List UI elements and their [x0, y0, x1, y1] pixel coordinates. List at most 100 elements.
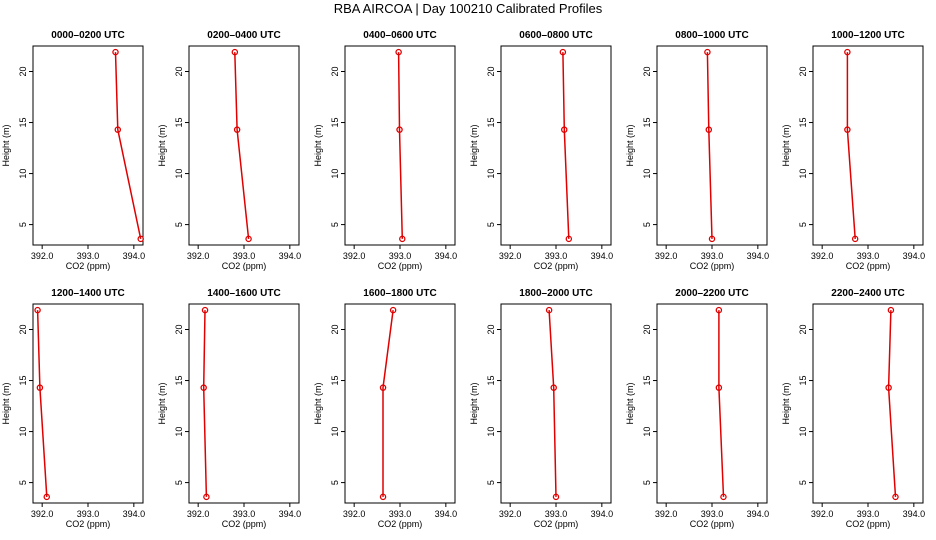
y-tick-label: 15 [798, 376, 808, 386]
x-tick-label: 394.0 [903, 509, 926, 519]
y-tick-label: 15 [174, 118, 184, 128]
profile-line [548, 310, 557, 497]
x-tick-label: 394.0 [435, 251, 458, 261]
y-tick-label: 20 [798, 325, 808, 335]
x-tick-label: 393.0 [233, 509, 256, 519]
plot-frame [344, 303, 456, 504]
x-tick-label: 394.0 [123, 509, 146, 519]
panel-title: 2000–2200 UTC [675, 288, 748, 299]
data-point [203, 493, 210, 501]
panel-6: 1000–1200 UTC 392.0 393.0 394.0 5 10 15 20 CO2 (… [781, 30, 925, 271]
y-tick-label: 10 [330, 427, 340, 437]
y-tick-label: 10 [174, 427, 184, 437]
panel-3: 0400–0600 UTC 392.0 393.0 394.0 5 10 15 20 CO2 (… [313, 30, 457, 271]
y-tick-label: 15 [798, 118, 808, 128]
y-axis-label: Height (m) [1, 382, 11, 424]
y-tick-label: 15 [642, 118, 652, 128]
x-tick-label: 392.0 [655, 251, 678, 261]
y-tick-label: 20 [486, 67, 496, 77]
y-axis-label: Height (m) [469, 382, 479, 424]
y-tick-label: 20 [642, 67, 652, 77]
panel-5: 0800–1000 UTC 392.0 393.0 394.0 5 10 15 20 CO2 (… [625, 30, 769, 271]
x-axis-label: CO2 (ppm) [222, 261, 267, 271]
data-point [233, 126, 241, 133]
y-tick-label: 10 [798, 427, 808, 437]
y-tick-label: 10 [798, 169, 808, 179]
x-axis-label: CO2 (ppm) [66, 261, 111, 271]
data-point [34, 306, 41, 314]
panel-2: 0200–0400 UTC 392.0 393.0 394.0 5 10 15 20 CO2 (… [157, 30, 301, 271]
y-tick-label: 5 [642, 480, 652, 485]
x-tick-label: 394.0 [591, 251, 614, 261]
y-axis-label: Height (m) [781, 382, 791, 424]
y-tick-label: 5 [18, 480, 28, 485]
y-axis-label: Height (m) [469, 124, 479, 166]
data-point [851, 235, 859, 243]
x-tick-label: 393.0 [545, 509, 568, 519]
data-point [844, 48, 851, 56]
data-point [112, 48, 119, 56]
panel-11: 2000–2200 UTC 392.0 393.0 394.0 5 10 15 20 CO2 (… [625, 288, 769, 529]
y-tick-label: 15 [174, 376, 184, 386]
x-tick-label: 392.0 [31, 509, 54, 519]
x-axis-label: CO2 (ppm) [378, 519, 423, 529]
profile-line [706, 52, 713, 239]
data-point [545, 306, 553, 314]
x-tick-label: 393.0 [701, 251, 724, 261]
data-point [379, 493, 387, 501]
y-tick-label: 10 [18, 169, 28, 179]
y-tick-label: 10 [486, 427, 496, 437]
y-tick-label: 15 [642, 376, 652, 386]
x-axis-label: CO2 (ppm) [846, 261, 891, 271]
x-tick-label: 394.0 [903, 251, 926, 261]
plot-frame [812, 303, 924, 504]
x-tick-label: 394.0 [279, 251, 302, 261]
x-tick-label: 392.0 [499, 509, 522, 519]
profile-line [202, 310, 208, 497]
panel-title: 0800–1000 UTC [675, 30, 748, 41]
x-axis-label: CO2 (ppm) [534, 261, 579, 271]
panel-title: 0000–0200 UTC [51, 30, 124, 41]
x-axis-label: CO2 (ppm) [534, 519, 579, 529]
y-axis-label: Height (m) [625, 124, 635, 166]
panel-1: 0000–0200 UTC 392.0 393.0 394.0 5 10 15 20 CO2 (… [1, 30, 145, 271]
y-tick-label: 5 [174, 222, 184, 227]
panel-4: 0600–0800 UTC 392.0 393.0 394.0 5 10 15 20 CO2 (… [469, 30, 613, 271]
y-tick-label: 15 [486, 118, 496, 128]
panel-10: 1800–2000 UTC 392.0 393.0 394.0 5 10 15 20 CO2 (… [469, 288, 613, 529]
panel-title: 1400–1600 UTC [207, 288, 280, 299]
data-point [200, 384, 207, 391]
y-axis-label: Height (m) [313, 124, 323, 166]
data-point [565, 235, 573, 243]
data-point [552, 493, 560, 501]
y-axis-label: Height (m) [781, 124, 791, 166]
x-tick-label: 392.0 [811, 509, 834, 519]
data-point [720, 493, 727, 501]
data-point [715, 384, 723, 391]
data-point [892, 493, 899, 501]
x-axis-label: CO2 (ppm) [690, 261, 735, 271]
y-tick-label: 10 [486, 169, 496, 179]
y-tick-label: 20 [642, 325, 652, 335]
data-point [395, 48, 402, 56]
x-tick-label: 394.0 [747, 509, 770, 519]
y-axis-label: Height (m) [1, 124, 11, 166]
y-tick-label: 20 [330, 67, 340, 77]
y-tick-label: 10 [642, 427, 652, 437]
x-tick-label: 393.0 [389, 509, 412, 519]
y-tick-label: 10 [330, 169, 340, 179]
plot-frame [812, 45, 924, 246]
data-point [389, 306, 397, 314]
y-tick-label: 20 [174, 67, 184, 77]
panel-title: 0400–0600 UTC [363, 30, 436, 41]
x-tick-label: 393.0 [701, 509, 724, 519]
y-tick-label: 20 [174, 325, 184, 335]
x-axis-label: CO2 (ppm) [222, 519, 267, 529]
y-tick-label: 15 [18, 118, 28, 128]
profile-line [397, 52, 404, 239]
panel-title: 0200–0400 UTC [207, 30, 280, 41]
plot-frame [32, 45, 144, 246]
y-axis-label: Height (m) [313, 382, 323, 424]
panel-title: 0600–0800 UTC [519, 30, 592, 41]
y-tick-label: 20 [486, 325, 496, 335]
